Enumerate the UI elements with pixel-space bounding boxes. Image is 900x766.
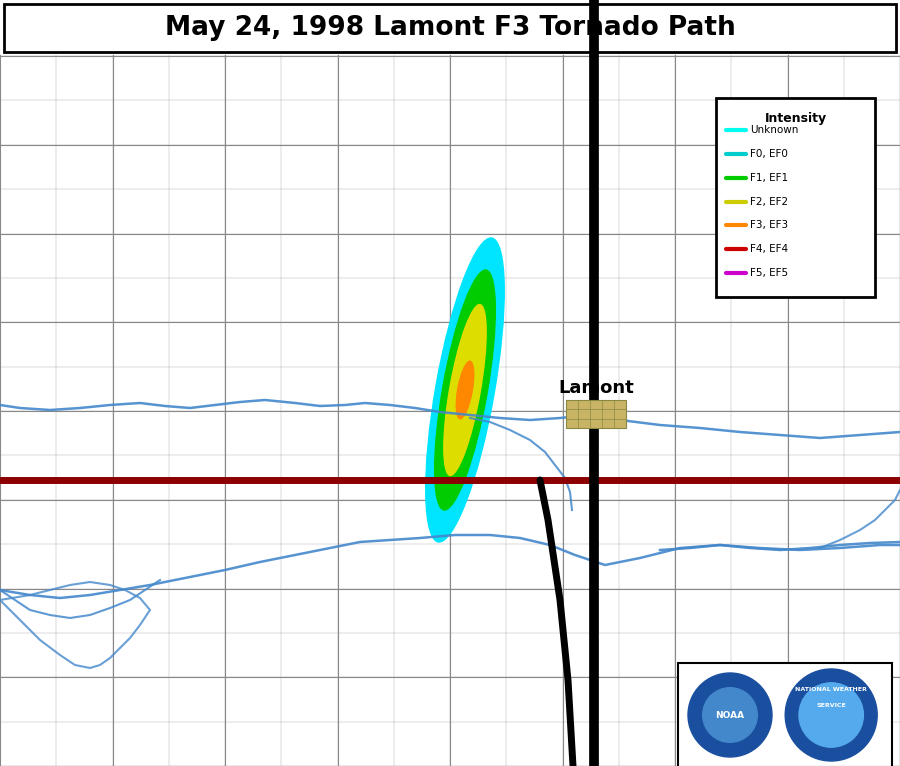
FancyBboxPatch shape	[566, 400, 626, 428]
FancyBboxPatch shape	[4, 4, 896, 52]
Text: F0, EF0: F0, EF0	[750, 149, 788, 159]
Text: F4, EF4: F4, EF4	[750, 244, 788, 254]
Circle shape	[703, 688, 757, 742]
Text: SERVICE: SERVICE	[816, 703, 846, 709]
Circle shape	[799, 683, 863, 747]
Ellipse shape	[443, 304, 487, 476]
Circle shape	[688, 673, 772, 757]
Text: F5, EF5: F5, EF5	[750, 268, 788, 278]
FancyBboxPatch shape	[716, 98, 875, 297]
Ellipse shape	[455, 361, 474, 420]
Text: NOAA: NOAA	[716, 711, 744, 719]
Text: F2, EF2: F2, EF2	[750, 197, 788, 207]
Text: NATIONAL WEATHER: NATIONAL WEATHER	[796, 687, 867, 692]
Ellipse shape	[425, 237, 505, 543]
Text: Intensity: Intensity	[764, 112, 826, 125]
Text: Lamont: Lamont	[558, 379, 634, 397]
Text: F3, EF3: F3, EF3	[750, 221, 788, 231]
Text: Unknown: Unknown	[750, 125, 798, 135]
Ellipse shape	[434, 270, 496, 511]
FancyBboxPatch shape	[678, 663, 892, 766]
Text: F1, EF1: F1, EF1	[750, 172, 788, 183]
Circle shape	[785, 669, 878, 761]
Text: May 24, 1998 Lamont F3 Tornado Path: May 24, 1998 Lamont F3 Tornado Path	[165, 15, 735, 41]
